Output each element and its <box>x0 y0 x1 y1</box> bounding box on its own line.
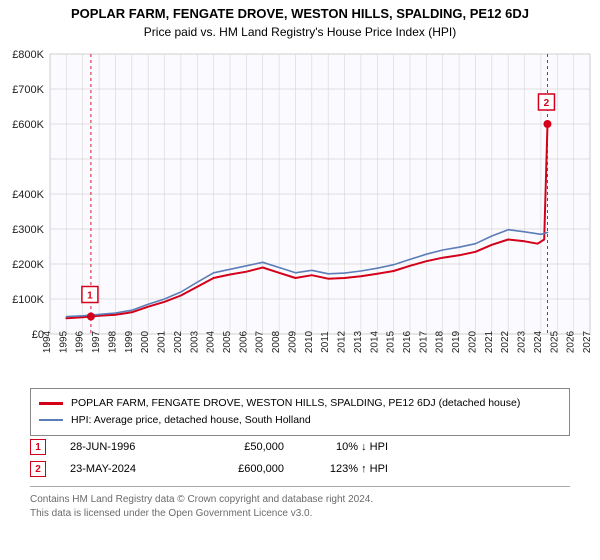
svg-text:1996: 1996 <box>75 330 86 353</box>
svg-text:2016: 2016 <box>402 330 413 353</box>
marker-price-1: £50,000 <box>204 441 284 453</box>
svg-text:2024: 2024 <box>533 330 544 353</box>
marker-price-2: £600,000 <box>204 463 284 475</box>
svg-text:£600K: £600K <box>12 119 44 131</box>
legend-item-red: POPLAR FARM, FENGATE DROVE, WESTON HILLS… <box>39 395 561 412</box>
svg-text:2002: 2002 <box>173 330 184 353</box>
svg-text:1995: 1995 <box>58 330 69 353</box>
footer-line-1: Contains HM Land Registry data © Crown c… <box>30 493 570 507</box>
svg-text:2019: 2019 <box>451 330 462 353</box>
svg-text:2011: 2011 <box>320 331 331 353</box>
marker-table: 1 28-JUN-1996 £50,000 10% ↓ HPI 2 23-MAY… <box>30 436 570 521</box>
svg-text:2026: 2026 <box>566 330 577 353</box>
svg-text:2008: 2008 <box>271 330 282 353</box>
svg-text:2025: 2025 <box>549 330 560 353</box>
svg-text:2005: 2005 <box>222 330 233 353</box>
marker-delta-1: 10% ↓ HPI <box>308 441 388 453</box>
svg-text:2027: 2027 <box>582 330 593 353</box>
marker-delta-2: 123% ↑ HPI <box>308 463 388 475</box>
svg-text:£300K: £300K <box>12 224 44 236</box>
svg-text:2000: 2000 <box>140 330 151 353</box>
legend-label-red: POPLAR FARM, FENGATE DROVE, WESTON HILLS… <box>71 395 520 412</box>
marker-date-2: 23-MAY-2024 <box>70 463 180 475</box>
svg-text:2023: 2023 <box>517 330 528 353</box>
svg-text:2003: 2003 <box>189 330 200 353</box>
svg-text:2006: 2006 <box>238 330 249 353</box>
legend-swatch-blue <box>39 419 63 422</box>
svg-text:2013: 2013 <box>353 330 364 353</box>
svg-text:£200K: £200K <box>12 259 44 271</box>
marker-date-1: 28-JUN-1996 <box>70 441 180 453</box>
svg-text:2021: 2021 <box>484 330 495 353</box>
legend-label-blue: HPI: Average price, detached house, Sout… <box>71 412 311 429</box>
divider <box>30 486 570 487</box>
svg-text:2015: 2015 <box>386 330 397 353</box>
svg-text:£400K: £400K <box>12 189 44 201</box>
marker-row-2: 2 23-MAY-2024 £600,000 123% ↑ HPI <box>30 458 570 480</box>
svg-text:1994: 1994 <box>42 330 53 353</box>
legend: POPLAR FARM, FENGATE DROVE, WESTON HILLS… <box>30 388 570 436</box>
marker-row-1: 1 28-JUN-1996 £50,000 10% ↓ HPI <box>30 436 570 458</box>
svg-text:1998: 1998 <box>107 330 118 353</box>
page-subtitle: Price paid vs. HM Land Registry's House … <box>0 21 600 39</box>
svg-text:1997: 1997 <box>91 330 102 353</box>
footer-line-2: This data is licensed under the Open Gov… <box>30 507 570 521</box>
page-title: POPLAR FARM, FENGATE DROVE, WESTON HILLS… <box>0 0 600 21</box>
svg-text:1999: 1999 <box>124 330 135 353</box>
svg-text:2018: 2018 <box>435 330 446 353</box>
svg-text:2017: 2017 <box>418 330 429 353</box>
svg-text:2020: 2020 <box>467 330 478 353</box>
svg-text:£800K: £800K <box>12 49 44 61</box>
svg-text:£100K: £100K <box>12 294 44 306</box>
legend-swatch-red <box>39 402 63 405</box>
svg-text:2014: 2014 <box>369 330 380 353</box>
svg-text:2007: 2007 <box>255 330 266 353</box>
svg-text:2010: 2010 <box>304 330 315 353</box>
marker-badge-2: 2 <box>30 461 46 477</box>
svg-text:2012: 2012 <box>337 330 348 353</box>
svg-text:1: 1 <box>87 291 93 302</box>
svg-text:2001: 2001 <box>157 330 168 353</box>
legend-item-blue: HPI: Average price, detached house, Sout… <box>39 412 561 429</box>
footer-text: Contains HM Land Registry data © Crown c… <box>30 493 570 521</box>
marker-badge-1: 1 <box>30 439 46 455</box>
svg-text:2: 2 <box>544 98 550 109</box>
svg-text:2004: 2004 <box>206 330 217 353</box>
svg-text:2022: 2022 <box>500 330 511 353</box>
svg-text:£700K: £700K <box>12 84 44 96</box>
svg-text:2009: 2009 <box>287 330 298 353</box>
price-chart: £0£100K£200K£300K£400K£600K£700K£800K199… <box>0 44 600 384</box>
